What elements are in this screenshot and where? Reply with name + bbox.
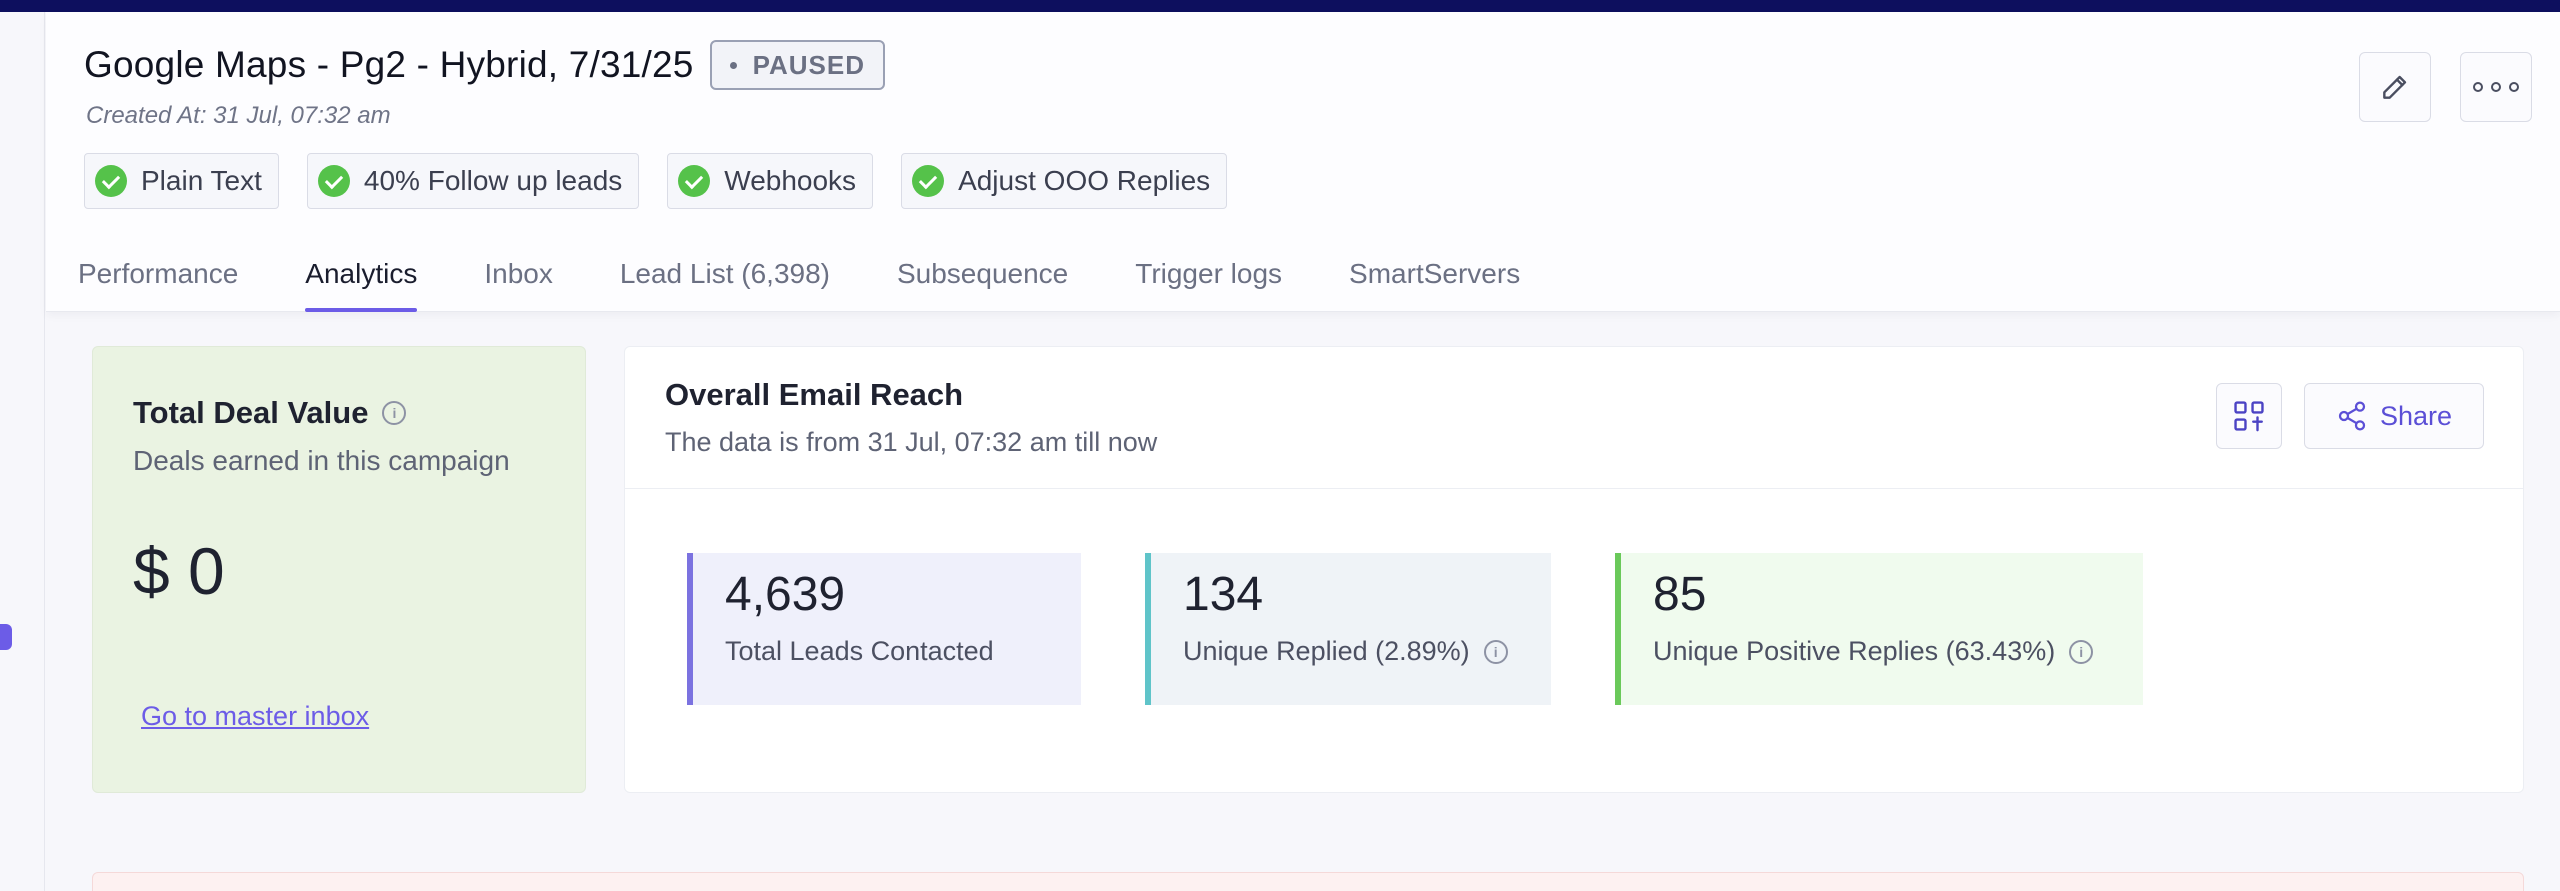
reach-card-header: Overall Email Reach The data is from 31 … — [625, 347, 2523, 489]
campaign-tabs: Performance Analytics Inbox Lead List (6… — [78, 244, 1587, 312]
stat-unique-positive-replies: 85 Unique Positive Replies (63.43%) i — [1615, 553, 2143, 705]
stat-label-text: Total Leads Contacted — [725, 636, 994, 666]
check-circle-icon — [317, 165, 350, 197]
share-button[interactable]: Share — [2304, 383, 2484, 449]
chip-adjust-ooo-replies: Adjust OOO Replies — [901, 153, 1228, 209]
more-options-button[interactable] — [2460, 52, 2532, 122]
chip-webhooks: Webhooks — [667, 153, 874, 209]
widget-layout-button[interactable] — [2216, 383, 2282, 449]
check-circle-icon — [95, 165, 127, 197]
tab-trigger-logs[interactable]: Trigger logs — [1135, 258, 1283, 289]
tab-smartservers[interactable]: SmartServers — [1349, 258, 1521, 289]
deal-value: $ 0 — [133, 534, 225, 608]
edit-button[interactable] — [2359, 52, 2431, 122]
chip-label: Plain Text — [141, 165, 262, 196]
tab-inbox[interactable]: Inbox — [484, 258, 553, 289]
tab-analytics[interactable]: Analytics — [305, 244, 418, 312]
tab-subsequence[interactable]: Subsequence — [896, 258, 1069, 289]
campaign-title: Google Maps - Pg2 - Hybrid, 7/31/25 — [84, 44, 694, 85]
share-label: Share — [2379, 400, 2453, 431]
info-icon[interactable]: i — [1483, 639, 1508, 664]
pencil-icon — [2383, 75, 2407, 99]
stat-value: 134 — [1183, 568, 1264, 621]
grid-pin-icon — [2234, 401, 2264, 432]
stat-total-leads-contacted: 4,639 Total Leads Contacted — [687, 553, 1081, 705]
stat-label-text: Unique Replied (2.89%) — [1183, 636, 1470, 666]
tab-lead-list[interactable]: Lead List (6,398) — [619, 258, 830, 289]
chip-label: Adjust OOO Replies — [958, 165, 1211, 196]
stat-value: 85 — [1653, 568, 1707, 621]
status-dot-icon — [729, 61, 737, 69]
campaign-header: Google Maps - Pg2 - Hybrid, 7/31/25 PAUS… — [46, 12, 2560, 312]
chip-label: Webhooks — [724, 165, 857, 196]
stat-value: 4,639 — [725, 568, 846, 621]
check-circle-icon — [912, 165, 945, 197]
status-label: PAUSED — [752, 49, 866, 80]
deal-subtitle: Deals earned in this campaign — [133, 445, 510, 476]
tab-performance[interactable]: Performance — [78, 258, 239, 289]
chip-follow-up-leads: 40% Follow up leads — [306, 153, 640, 209]
chip-label: 40% Follow up leads — [363, 165, 623, 196]
rail-expand-handle[interactable] — [0, 624, 12, 650]
stat-unique-replied: 134 Unique Replied (2.89%) i — [1145, 553, 1551, 705]
total-deal-value-card: Total Deal Value i Deals earned in this … — [92, 346, 586, 793]
deal-title: Total Deal Value — [133, 395, 369, 430]
alert-banner — [92, 872, 2524, 891]
reach-title: Overall Email Reach — [665, 377, 964, 412]
share-icon — [2338, 401, 2366, 431]
status-badge: PAUSED — [709, 40, 886, 90]
stat-label: Unique Replied (2.89%) i — [1183, 636, 1551, 667]
info-icon[interactable]: i — [382, 401, 407, 425]
info-icon[interactable]: i — [2069, 639, 2094, 664]
check-circle-icon — [678, 165, 711, 197]
title-row: Google Maps - Pg2 - Hybrid, 7/31/25 PAUS… — [84, 40, 886, 90]
go-to-master-inbox-link[interactable]: Go to master inbox — [141, 701, 370, 731]
top-bar — [0, 0, 2560, 12]
overall-email-reach-card: Overall Email Reach The data is from 31 … — [624, 346, 2524, 793]
left-rail — [0, 12, 45, 891]
stat-label: Total Leads Contacted — [725, 636, 1081, 667]
settings-chips: Plain Text 40% Follow up leads Webhooks … — [84, 153, 1228, 209]
created-at: Created At: 31 Jul, 07:32 am — [86, 102, 391, 129]
stat-label: Unique Positive Replies (63.43%) i — [1653, 636, 2143, 667]
reach-subtitle: The data is from 31 Jul, 07:32 am till n… — [665, 427, 1158, 457]
chip-plain-text: Plain Text — [84, 153, 279, 209]
deal-title-row: Total Deal Value i — [133, 395, 407, 431]
more-dots-icon — [2473, 82, 2519, 92]
stat-label-text: Unique Positive Replies (63.43%) — [1653, 636, 2056, 666]
